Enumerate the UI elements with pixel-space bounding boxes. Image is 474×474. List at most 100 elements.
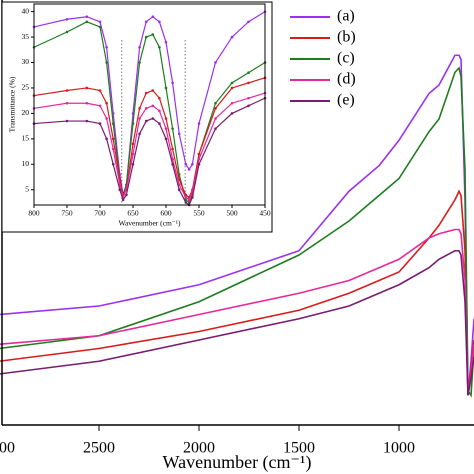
data-point (197, 162, 201, 166)
data-point (131, 162, 135, 166)
data-point (85, 101, 89, 105)
x-tick-label: 800 (28, 209, 40, 218)
x-tick-label: 650 (127, 209, 139, 218)
data-point (151, 104, 155, 108)
data-point (105, 101, 108, 105)
data-point (151, 89, 155, 92)
data-point (214, 101, 217, 105)
x-tick-label: 2000 (183, 440, 215, 457)
data-point (118, 188, 122, 192)
data-point (111, 122, 115, 125)
data-point (171, 162, 174, 166)
y-tick-label: 30 (22, 57, 30, 66)
data-point (164, 117, 168, 120)
data-point (247, 71, 250, 74)
data-point (144, 91, 148, 95)
legend-label: (d) (337, 71, 356, 88)
x-tick-label: 700 (94, 209, 106, 218)
data-point (98, 104, 102, 108)
data-point (105, 45, 108, 49)
data-point (144, 107, 148, 110)
data-point (111, 162, 115, 166)
data-point (214, 107, 217, 110)
data-point (65, 89, 69, 92)
data-point (151, 117, 155, 120)
y-axis-label: Transmittance (%) (8, 76, 17, 132)
x-axis-label: Wavenumber (cm⁻¹) (163, 452, 312, 473)
data-point (158, 109, 161, 113)
x-tick-label: 550 (193, 209, 205, 218)
x-axis-label: Wavenumber (cm⁻¹) (118, 219, 181, 228)
data-point (191, 162, 194, 166)
data-point (121, 198, 125, 202)
data-point (158, 96, 161, 100)
y-tick-label: 10 (22, 159, 30, 168)
data-point (138, 45, 141, 49)
data-point (230, 101, 234, 105)
data-point (65, 30, 69, 34)
data-point (230, 81, 234, 85)
data-point (144, 119, 148, 123)
data-point (98, 25, 102, 29)
y-tick-label: 5 (25, 184, 29, 193)
data-point (187, 168, 191, 171)
data-point (105, 117, 108, 120)
data-point (85, 20, 89, 24)
x-tick-label: 500 (226, 209, 238, 218)
data-point (98, 89, 102, 92)
legend-label: (b) (337, 29, 356, 46)
data-point (131, 142, 135, 146)
data-point (197, 157, 201, 161)
data-point (177, 132, 181, 136)
y-tick-label: 35 (22, 32, 30, 41)
data-point (214, 117, 217, 120)
data-point (197, 152, 201, 156)
data-point (138, 132, 141, 136)
data-point (111, 137, 115, 141)
x-tick-label: 750 (61, 209, 73, 218)
data-point (65, 17, 69, 21)
data-point (214, 127, 217, 130)
data-point (138, 61, 141, 64)
data-point (98, 20, 102, 24)
data-point (144, 35, 148, 39)
data-point (197, 122, 201, 125)
data-point (164, 86, 168, 90)
data-point (144, 20, 148, 24)
y-tick-label: 20 (22, 108, 30, 117)
data-point (85, 15, 89, 19)
plot-frame (33, 3, 266, 206)
data-point (247, 104, 250, 108)
data-point (230, 86, 234, 90)
x-tick-label: 1000 (383, 440, 415, 457)
legend-label: (a) (337, 8, 355, 25)
data-point (111, 147, 115, 151)
legend-label: (c) (337, 50, 355, 67)
series-line (0, 66, 474, 398)
data-point (230, 35, 234, 39)
data-point (171, 147, 174, 151)
data-point (247, 81, 250, 85)
data-point (138, 107, 141, 110)
data-point (151, 15, 155, 19)
x-tick-label: 600 (160, 209, 172, 218)
data-point (158, 122, 161, 125)
data-point (85, 119, 89, 123)
y-tick-label: 40 (22, 6, 30, 15)
x-tick-label: 450 (259, 209, 271, 218)
data-point (131, 122, 135, 125)
series-line (0, 249, 474, 396)
x-tick-label: 1500 (283, 440, 315, 457)
data-point (158, 20, 161, 24)
data-point (131, 152, 135, 156)
data-point (65, 101, 69, 105)
inset-chart: 800 750 700 650 600 550 500 450 5 10 15 20 25 30 35 40 W… (1, 1, 273, 233)
data-point (65, 119, 69, 123)
data-point (191, 196, 194, 199)
data-point (164, 127, 168, 130)
y-tick-label: 15 (22, 134, 30, 143)
data-point (158, 45, 161, 49)
data-point (105, 137, 108, 141)
